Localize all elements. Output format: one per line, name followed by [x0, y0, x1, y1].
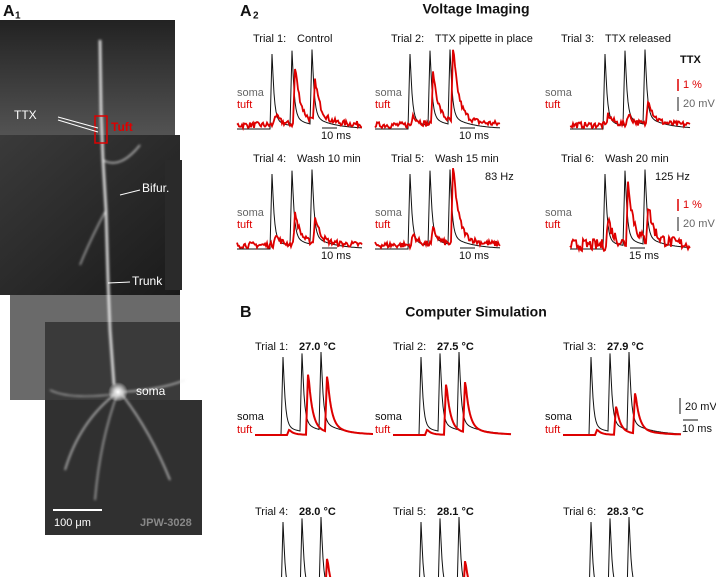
tuft-label: tuft	[545, 219, 560, 231]
soma-label: soma	[375, 207, 403, 219]
micrograph	[0, 20, 202, 535]
trial-name: Trial 3:	[563, 341, 596, 353]
trace	[570, 49, 691, 130]
trace	[236, 211, 363, 250]
trace	[463, 560, 469, 577]
tuft-label: tuft	[375, 219, 390, 231]
tuft-label: tuft	[545, 99, 560, 111]
panel-label: B	[240, 304, 252, 321]
trial-temperature: 28.0 °C	[299, 506, 336, 518]
time-scale: 10 ms	[459, 250, 489, 262]
trial-condition: TTX pipette in place	[435, 33, 533, 45]
trial-name: Trial 5:	[393, 506, 426, 518]
trial-temperature: 27.9 °C	[607, 341, 644, 353]
trace	[563, 351, 681, 436]
voltage-scale: 20 mV	[683, 218, 715, 230]
soma-label: soma	[237, 87, 265, 99]
panel-sublabel: 1	[15, 11, 21, 22]
trace	[589, 516, 634, 577]
soma-label: soma	[237, 411, 265, 423]
soma-label: soma	[136, 384, 166, 398]
soma-label: soma	[545, 87, 573, 99]
soma-label: soma	[375, 576, 403, 577]
tuft-label: tuft	[545, 424, 560, 436]
trace	[569, 181, 691, 254]
trial-temperature: 28.1 °C	[437, 506, 474, 518]
tuft-label: tuft	[375, 99, 390, 111]
trial-name: Trial 1:	[255, 341, 288, 353]
trace	[325, 558, 332, 577]
tuft-label: Tuft	[111, 120, 133, 134]
trial-name: Trial 4:	[253, 153, 286, 165]
tuft-label: tuft	[237, 99, 252, 111]
drug-label: TTX	[680, 54, 701, 66]
scale-label: 100 μm	[54, 517, 91, 529]
trial-name: Trial 3:	[561, 33, 594, 45]
trace	[569, 100, 691, 131]
soma-label: soma	[545, 207, 573, 219]
panel-label: A	[240, 3, 252, 20]
trunk-label: Trunk	[132, 274, 163, 288]
trial-condition: Wash 15 min	[435, 153, 499, 165]
trace	[419, 516, 464, 577]
trial-temperature: 27.5 °C	[437, 341, 474, 353]
trace	[255, 374, 373, 436]
voltage-scale: 20 mV	[685, 401, 716, 413]
soma-label: soma	[375, 411, 403, 423]
trial-temperature: 27.0 °C	[299, 341, 336, 353]
rate-label: 83 Hz	[485, 171, 514, 183]
soma-label: soma	[237, 207, 265, 219]
soma-label: soma	[545, 576, 573, 577]
trace	[375, 49, 501, 130]
trial-name: Trial 2:	[391, 33, 424, 45]
time-scale: 15 ms	[629, 250, 659, 262]
image-id: JPW-3028	[140, 517, 192, 529]
trial-condition: TTX released	[605, 33, 671, 45]
time-scale: 10 ms	[321, 250, 351, 262]
time-scale: 10 ms	[321, 130, 351, 142]
time-scale: 10 ms	[682, 423, 712, 435]
trial-condition: Wash 10 min	[297, 153, 361, 165]
trace	[393, 382, 512, 436]
trace	[237, 169, 363, 250]
trace	[393, 351, 511, 436]
trace	[236, 68, 363, 132]
trial-temperature: 28.3 °C	[607, 506, 644, 518]
bifur-label: Bifur.	[142, 181, 169, 195]
trial-name: Trial 2:	[393, 341, 426, 353]
trial-name: Trial 4:	[255, 506, 288, 518]
time-scale: 10 ms	[459, 130, 489, 142]
panel-sublabel: 2	[253, 11, 259, 22]
panel-title: Voltage Imaging	[422, 1, 529, 17]
tuft-label: tuft	[375, 424, 390, 436]
voltage-scale: 20 mV	[683, 98, 715, 110]
panel-label: A	[3, 3, 15, 20]
trace	[255, 351, 373, 436]
rate-label: 125 Hz	[655, 171, 690, 183]
soma-label: soma	[237, 576, 265, 577]
trial-name: Trial 1:	[253, 33, 286, 45]
ttx-label: TTX	[14, 108, 37, 122]
optical-scale: 1 %	[683, 199, 702, 211]
soma-label: soma	[375, 87, 403, 99]
trial-name: Trial 6:	[563, 506, 596, 518]
optical-scale: 1 %	[683, 79, 702, 91]
trial-name: Trial 6:	[561, 153, 594, 165]
panel-title: Computer Simulation	[405, 304, 547, 320]
trial-condition: Wash 20 min	[605, 153, 669, 165]
trace	[563, 393, 682, 436]
soma-label: soma	[545, 411, 573, 423]
trace	[374, 49, 501, 130]
trial-name: Trial 5:	[391, 153, 424, 165]
tuft-label: tuft	[237, 424, 252, 436]
tuft-label: tuft	[237, 219, 252, 231]
trial-condition: Control	[297, 33, 332, 45]
trace	[374, 168, 501, 251]
trace	[281, 516, 326, 577]
